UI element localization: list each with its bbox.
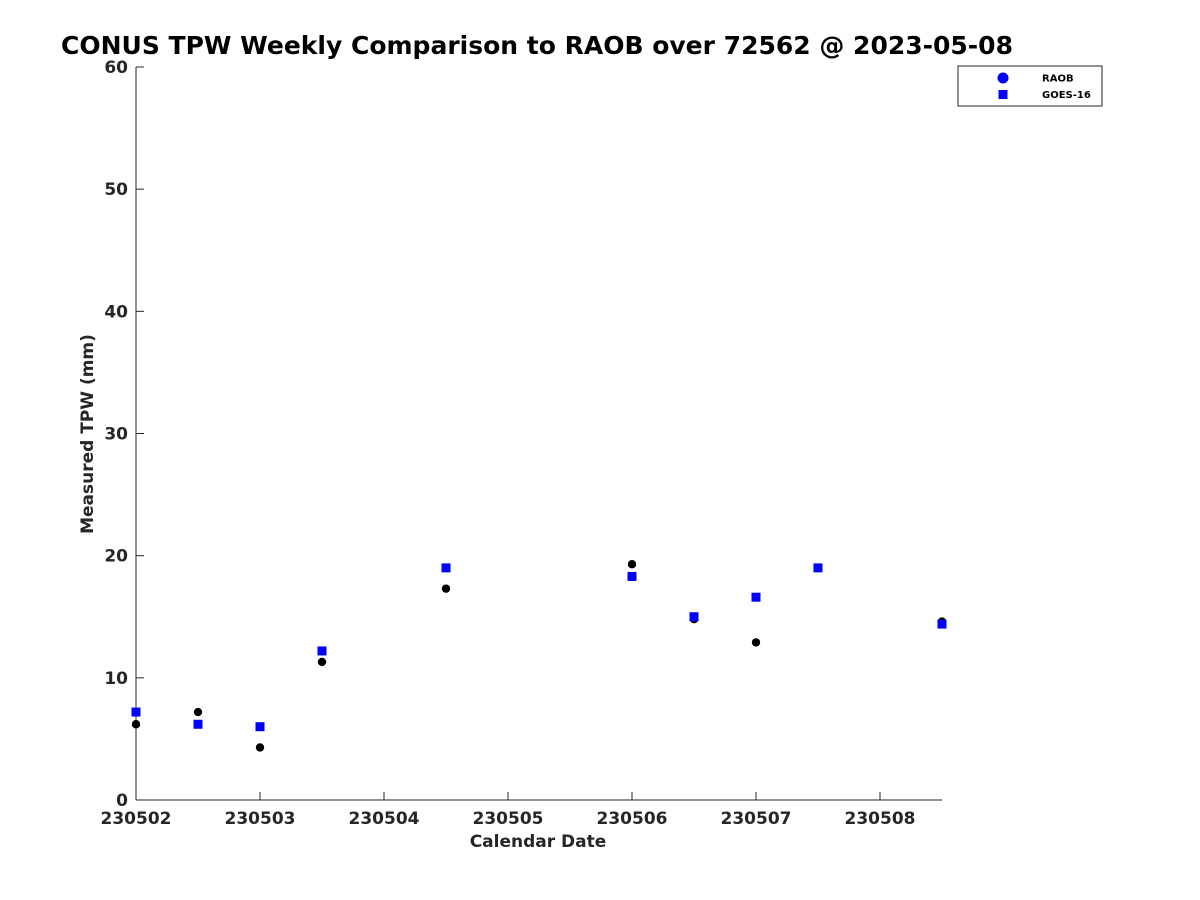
x-tick-label: 230508 [845, 809, 916, 829]
point-goes16 [689, 612, 699, 622]
point-goes16 [751, 592, 761, 602]
point-goes16 [937, 619, 947, 629]
point-goes16 [441, 563, 451, 573]
y-ticks: 0 10 20 30 40 50 60 [104, 58, 144, 811]
y-tick-label: 0 [116, 791, 128, 811]
legend-marker-raob [997, 72, 1009, 84]
point-raob [255, 743, 265, 752]
y-tick-label: 10 [104, 669, 128, 689]
chart-title: CONUS TPW Weekly Comparison to RAOB over… [61, 31, 1013, 60]
point-raob [441, 584, 451, 593]
y-tick-label: 60 [104, 58, 128, 78]
point-raob [317, 657, 327, 667]
x-ticks: 230502 230503 230504 230505 230506 230507 2305… [101, 792, 916, 829]
point-raob [751, 638, 761, 647]
x-tick-label: 230504 [349, 809, 420, 829]
y-tick-label: 30 [104, 425, 128, 445]
point-goes16 [813, 563, 823, 573]
y-axis-label: Measured TPW (mm) [78, 334, 98, 534]
point-goes16 [193, 719, 203, 729]
legend-label-raob: RAOB [1042, 74, 1074, 85]
point-raob [193, 707, 203, 717]
point-raob [131, 720, 141, 729]
legend: RAOB GOES-16 [957, 65, 1103, 107]
x-tick-label: 230507 [721, 809, 792, 829]
y-tick-label: 50 [104, 180, 128, 200]
point-goes16 [131, 707, 141, 717]
x-tick-label: 230505 [473, 809, 544, 829]
data-points [131, 560, 947, 752]
x-tick-label: 230502 [101, 809, 172, 829]
point-goes16 [627, 571, 637, 581]
x-tick-label: 230506 [597, 809, 668, 829]
legend-label-goes16: GOES-16 [1042, 90, 1091, 101]
x-tick-label: 230503 [225, 809, 296, 829]
x-axis-label: Calendar Date [470, 832, 607, 852]
legend-box [957, 65, 1103, 107]
point-goes16 [317, 646, 327, 656]
point-goes16 [255, 722, 265, 732]
y-tick-label: 40 [104, 302, 128, 322]
legend-marker-goes16 [998, 90, 1008, 99]
y-tick-label: 20 [104, 547, 128, 567]
point-raob [627, 560, 637, 569]
